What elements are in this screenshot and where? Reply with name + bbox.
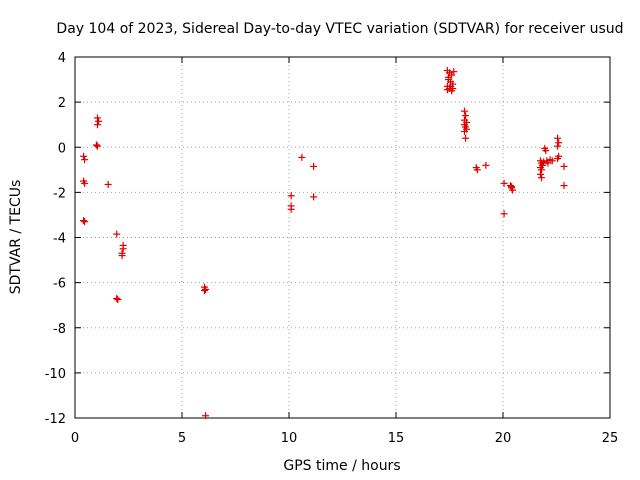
- data-point: [450, 68, 458, 76]
- data-point: [554, 142, 562, 150]
- data-point: [542, 147, 550, 155]
- data-point: [538, 166, 546, 174]
- data-point: [560, 162, 568, 170]
- data-point: [548, 157, 556, 165]
- y-tick-label: -2: [53, 186, 66, 201]
- data-point: [508, 183, 516, 191]
- grid: [75, 57, 610, 418]
- data-point: [482, 161, 490, 169]
- data-point: [114, 296, 122, 304]
- y-tick-label: 2: [58, 96, 66, 111]
- data-point: [444, 73, 452, 81]
- data-point: [113, 294, 121, 302]
- y-tick-label: -8: [53, 322, 66, 337]
- y-tick-label: -12: [45, 412, 66, 427]
- data-point: [104, 180, 112, 188]
- data-point: [202, 285, 210, 293]
- chart-title: Day 104 of 2023, Sidereal Day-to-day VTE…: [56, 21, 623, 37]
- data-point: [560, 182, 568, 190]
- data-point: [310, 193, 318, 201]
- x-tick-label: 15: [388, 431, 405, 446]
- x-tick-label: 10: [281, 431, 298, 446]
- data-points: [80, 67, 568, 420]
- y-tick-label: 0: [58, 141, 66, 156]
- x-tick-label: 5: [178, 431, 186, 446]
- data-point: [509, 186, 517, 194]
- x-tick-label: 25: [602, 431, 619, 446]
- data-point: [287, 205, 295, 213]
- y-tick-label: 4: [58, 51, 66, 66]
- data-point: [460, 107, 468, 115]
- data-point: [443, 86, 451, 94]
- data-point: [93, 142, 101, 150]
- data-point: [287, 192, 295, 200]
- data-point: [555, 139, 563, 147]
- data-point: [462, 112, 470, 120]
- data-point: [540, 158, 548, 166]
- y-tick-label: -10: [45, 367, 66, 382]
- data-point: [80, 217, 88, 225]
- data-point: [81, 218, 89, 226]
- y-axis-label: SDTVAR / TECUs: [8, 180, 24, 295]
- y-tick-label: -4: [53, 232, 66, 247]
- data-point: [95, 117, 103, 125]
- data-point: [538, 174, 546, 182]
- data-point: [554, 155, 562, 163]
- y-tick-label: -6: [53, 277, 66, 292]
- data-point: [298, 153, 306, 161]
- data-point: [113, 230, 121, 238]
- data-point: [93, 121, 101, 129]
- data-point: [118, 252, 126, 260]
- data-point: [554, 134, 562, 142]
- data-point: [119, 245, 127, 253]
- data-point: [202, 412, 210, 420]
- x-tick-label: 0: [71, 431, 79, 446]
- data-point: [92, 141, 100, 149]
- data-point: [460, 127, 468, 135]
- data-point: [500, 179, 508, 187]
- data-point: [462, 134, 470, 142]
- data-point: [81, 156, 89, 164]
- data-point: [93, 114, 101, 122]
- data-point: [473, 166, 481, 174]
- x-tick-label: 20: [495, 431, 512, 446]
- data-point: [80, 152, 88, 160]
- data-point: [500, 210, 508, 218]
- data-point: [449, 85, 457, 93]
- x-axis-label: GPS time / hours: [283, 458, 400, 474]
- data-point: [536, 170, 544, 178]
- data-point: [81, 179, 89, 187]
- data-point: [310, 162, 318, 170]
- data-point: [200, 287, 208, 295]
